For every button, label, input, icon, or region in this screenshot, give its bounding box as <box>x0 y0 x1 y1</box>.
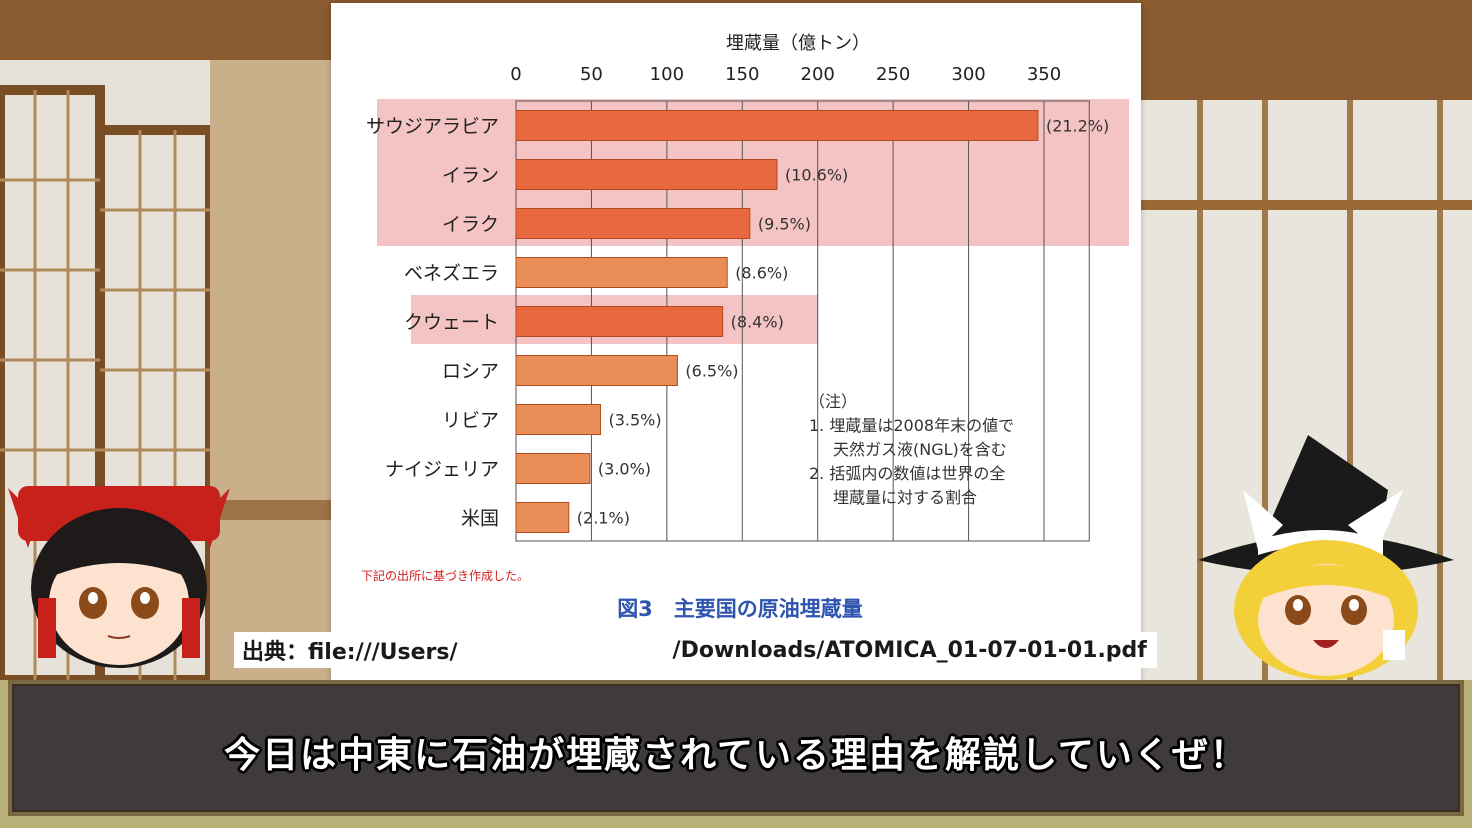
data-label: (8.6%) <box>735 264 788 283</box>
data-label: (3.5%) <box>608 411 661 430</box>
note-line: （注） <box>809 392 857 411</box>
category-label: ナイジェリア <box>385 459 499 481</box>
data-label: (10.6%) <box>785 166 848 185</box>
note-line: 天然ガス液(NGL)を含む <box>833 440 1007 459</box>
category-label: イラン <box>442 165 499 187</box>
note-line: 1. 埋蔵量は2008年末の値で <box>809 416 1014 435</box>
category-label: リビア <box>442 410 499 432</box>
chart-panel: 埋蔵量（億トン） 0 50 100 150 200 250 300 350 サウジアラビア (2… <box>331 3 1141 683</box>
source-citation: 出典：file:///Users/ /Downloads/ATOMICA_01-… <box>234 632 1157 668</box>
bar <box>515 257 728 288</box>
source-note: 下記の出所に基づき作成した。 <box>361 568 529 583</box>
source-suffix: /Downloads/ATOMICA_01-07-01-01.pdf <box>672 637 1147 663</box>
bar <box>515 453 591 484</box>
tick-label: 300 <box>951 64 985 85</box>
tick-label: 350 <box>1027 64 1061 85</box>
category-label: ベネズエラ <box>404 263 499 285</box>
subtitle-text: 今日は中東に石油が埋蔵されている理由を解説していくぜ！ <box>224 735 1248 776</box>
bar-chart: 埋蔵量（億トン） 0 50 100 150 200 250 300 350 サウジアラビア (2… <box>361 33 1129 621</box>
dialogue-box <box>8 680 1464 816</box>
bar <box>515 159 778 190</box>
source-prefix: 出典：file:///Users/ <box>242 640 458 665</box>
bar <box>515 502 570 533</box>
bar <box>515 306 724 337</box>
tick-label: 100 <box>650 64 684 85</box>
reimu-avatar-icon <box>8 486 230 668</box>
data-label: (21.2%) <box>1046 117 1109 136</box>
axis-title: 埋蔵量（億トン） <box>726 33 870 54</box>
category-label: クウェート <box>404 312 499 334</box>
data-label: (8.4%) <box>731 313 784 332</box>
data-label: (3.0%) <box>598 460 651 479</box>
bar <box>515 208 751 239</box>
bar <box>515 355 678 386</box>
category-label: ロシア <box>442 361 499 383</box>
tick-label: 50 <box>580 64 603 85</box>
tick-label: 0 <box>510 64 521 85</box>
redacted-path <box>457 635 673 665</box>
note-line: 埋蔵量に対する割合 <box>833 488 977 507</box>
chart-caption: 図3 主要国の原油埋蔵量 <box>617 597 863 621</box>
note-line: 2. 括弧内の数値は世界の全 <box>809 464 1005 483</box>
bar <box>515 404 601 435</box>
category-label: 米国 <box>461 508 499 530</box>
tick-label: 200 <box>801 64 835 85</box>
tick-label: 250 <box>876 64 910 85</box>
category-label: イラク <box>442 214 499 236</box>
data-label: (9.5%) <box>758 215 811 234</box>
marisa-avatar-icon <box>1198 435 1454 680</box>
data-label: (2.1%) <box>577 509 630 528</box>
tick-label: 150 <box>725 64 759 85</box>
category-label: サウジアラビア <box>366 116 499 138</box>
data-label: (6.5%) <box>685 362 738 381</box>
bar <box>515 110 1039 141</box>
